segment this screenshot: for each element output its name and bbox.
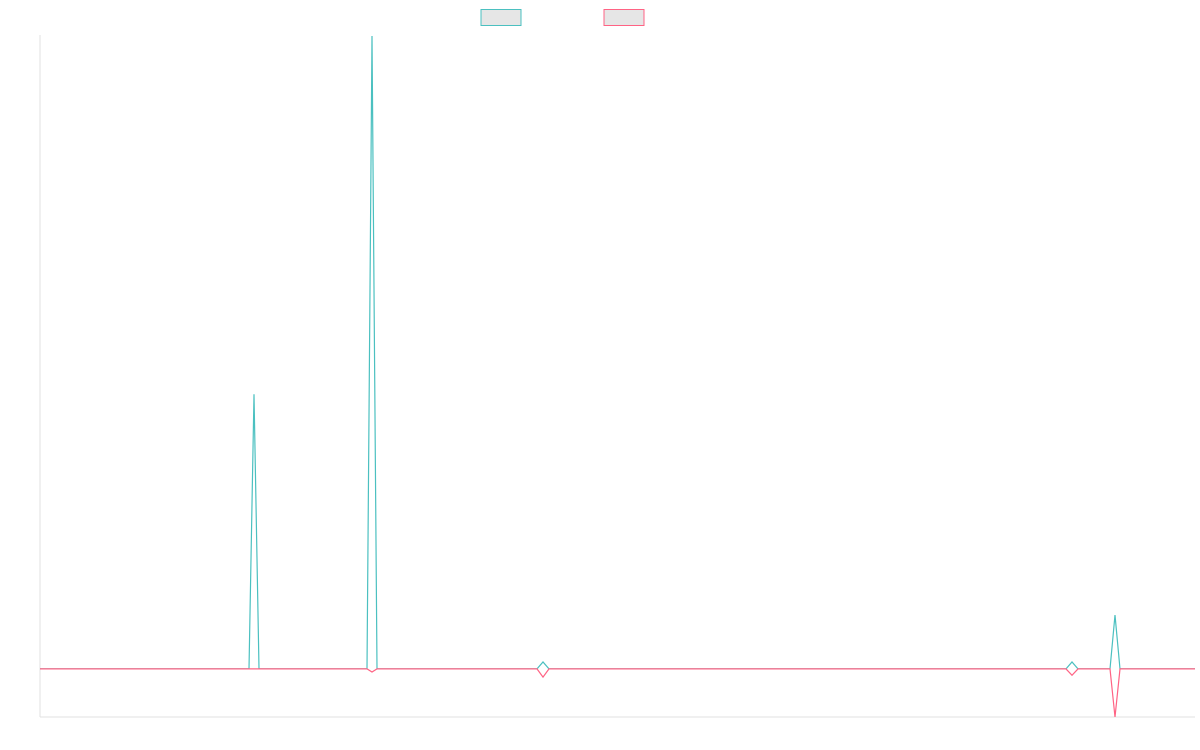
series-line	[40, 668, 1195, 718]
legend-swatch[interactable]	[480, 9, 522, 26]
legend-swatch[interactable]	[603, 9, 645, 26]
series-line	[40, 35, 1195, 670]
